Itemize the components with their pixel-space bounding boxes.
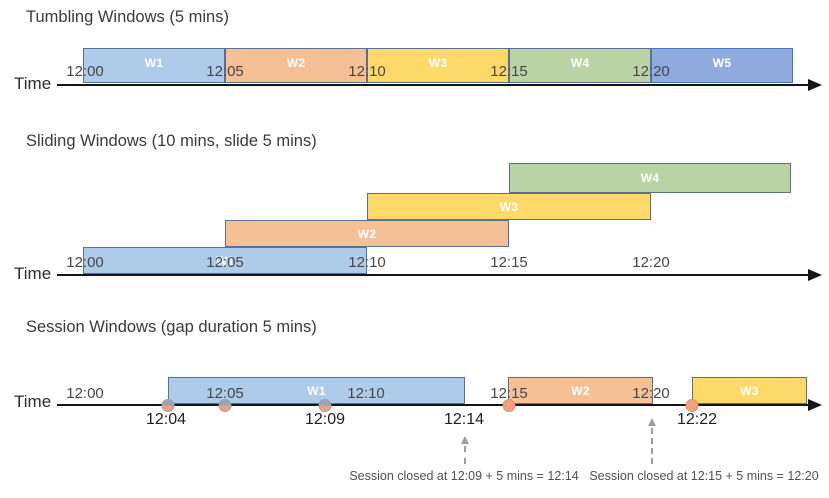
window-label-w2: W2	[357, 226, 377, 241]
tumbling-window-bar-w5: W5	[651, 48, 793, 83]
window-label-w3: W3	[428, 56, 448, 70]
tumbling-window-bar-w1: W1	[83, 48, 225, 83]
session-tick-1220: 12:20	[632, 385, 670, 402]
sliding-axis-arrow-icon	[808, 269, 822, 281]
tumbling-window-bar-w4: W4	[509, 48, 651, 83]
sliding-window-bar-w1: W1	[83, 247, 367, 274]
tumbling-title: Tumbling Windows (5 mins)	[26, 8, 229, 26]
session-tick-1215: 12:15	[490, 385, 528, 402]
session-tick-1200: 12:00	[66, 385, 104, 402]
dashed-line	[651, 428, 653, 464]
event-dot-1222	[685, 399, 699, 412]
window-label-w3: W3	[740, 383, 759, 398]
session-time-axis-label: Time	[14, 392, 52, 411]
tumbling-tick-1215: 12:15	[490, 63, 528, 80]
tumbling-time-axis-label: Time	[14, 74, 52, 93]
tumbling-window-bar-w3: W3	[367, 48, 509, 83]
window-label-w4: W4	[640, 171, 660, 185]
session-time-axis-line	[57, 404, 809, 407]
up-arrow-icon	[461, 436, 469, 444]
sliding-time-axis-label: Time	[14, 264, 52, 283]
tumbling-tick-1205: 12:05	[206, 63, 244, 80]
dashed-line	[464, 446, 466, 464]
session-window-bar-w1: W1	[168, 377, 465, 404]
window-label-w2: W2	[571, 383, 590, 398]
session-tick-1210: 12:10	[347, 385, 385, 402]
window-label-w1: W1	[307, 383, 326, 398]
tumbling-tick-1210: 12:10	[348, 63, 386, 80]
event-dot-1215	[502, 399, 516, 412]
session-close-annotation-2: Session closed at 12:15 + 5 mins = 12:20	[589, 469, 819, 483]
event-label-1222: 12:22	[676, 411, 718, 428]
session-close-annotation-1: Session closed at 12:09 + 5 mins = 12:14	[349, 469, 579, 483]
window-label-w2: W2	[286, 56, 306, 70]
session-close-arrow-1	[461, 436, 469, 464]
sliding-tick-1220: 12:20	[632, 254, 670, 271]
sliding-window-bar-w4: W4	[509, 163, 791, 193]
session-tick-1205: 12:05	[206, 385, 244, 402]
sliding-time-axis-line	[57, 274, 809, 277]
sliding-tick-1210: 12:10	[348, 254, 386, 271]
window-label-w5: W5	[712, 56, 732, 70]
sliding-tick-1200: 12:00	[66, 254, 104, 271]
tumbling-time-axis-line	[57, 84, 809, 87]
sliding-window-bar-w2: W2	[225, 220, 509, 247]
window-label-w1: W1	[144, 56, 164, 70]
session-axis-arrow-icon	[808, 399, 822, 411]
event-dot-1209	[318, 399, 332, 412]
window-label-w3: W3	[499, 199, 519, 214]
tumbling-tick-1200: 12:00	[66, 63, 104, 80]
event-label-1214: 12:14	[443, 411, 485, 428]
tumbling-axis-arrow-icon	[808, 79, 822, 91]
sliding-window-bar-w3: W3	[367, 193, 651, 220]
tumbling-window-bar-w2: W2	[225, 48, 367, 83]
session-window-bar-w3: W3	[692, 377, 807, 404]
session-close-arrow-2	[648, 418, 656, 464]
event-dot-1204	[161, 399, 175, 412]
sliding-title: Sliding Windows (10 mins, slide 5 mins)	[26, 132, 317, 150]
session-title: Session Windows (gap duration 5 mins)	[26, 318, 317, 336]
sliding-tick-1205: 12:05	[206, 254, 244, 271]
sliding-tick-1215: 12:15	[490, 254, 528, 271]
tumbling-tick-1220: 12:20	[632, 63, 670, 80]
window-label-w4: W4	[570, 56, 590, 70]
session-window-bar-w2: W2	[508, 377, 653, 404]
window-label-w1: W1	[215, 253, 235, 268]
up-arrow-icon	[648, 418, 656, 426]
event-dot-1205	[218, 399, 232, 412]
event-label-1204: 12:04	[145, 411, 187, 428]
event-label-1209: 12:09	[304, 411, 346, 428]
